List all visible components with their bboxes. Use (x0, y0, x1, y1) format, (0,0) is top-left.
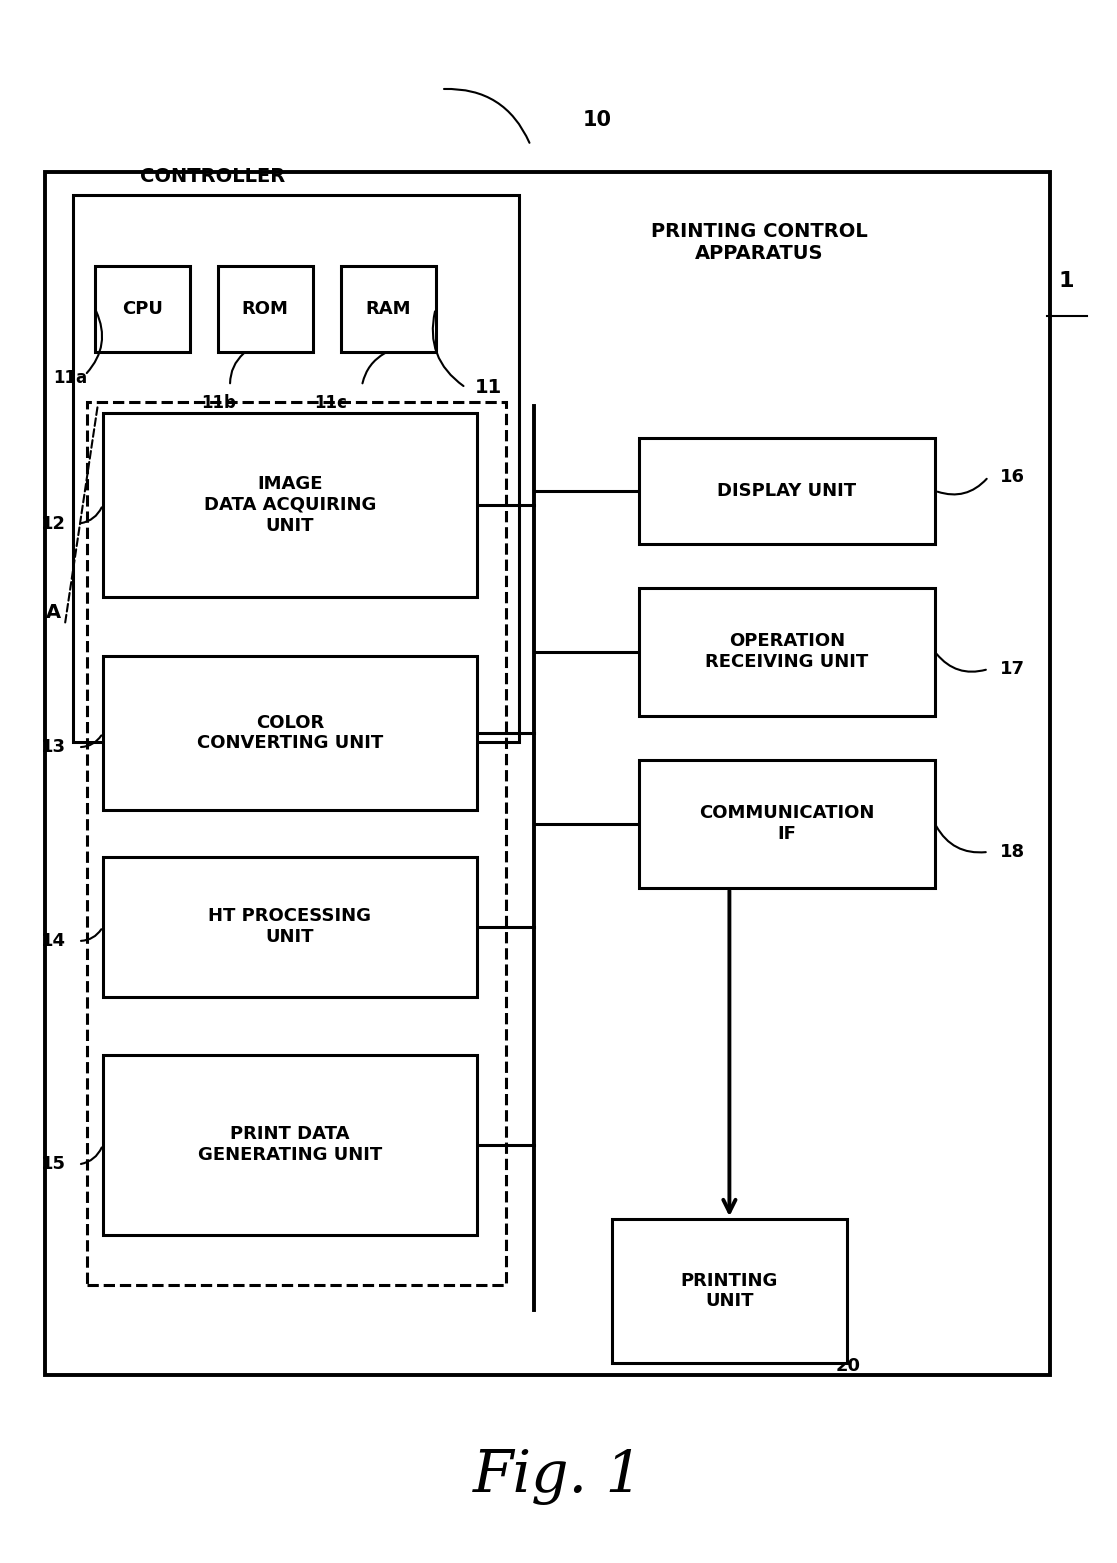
Text: 14: 14 (41, 932, 66, 950)
FancyBboxPatch shape (218, 266, 313, 352)
FancyBboxPatch shape (103, 857, 477, 997)
Text: 11: 11 (475, 378, 502, 397)
Text: 11a: 11a (54, 369, 88, 388)
Text: COMMUNICATION
IF: COMMUNICATION IF (699, 805, 875, 842)
Text: RAM: RAM (365, 300, 411, 317)
Text: 15: 15 (41, 1155, 66, 1174)
FancyBboxPatch shape (103, 413, 477, 597)
Text: 17: 17 (1000, 660, 1024, 678)
FancyBboxPatch shape (639, 438, 935, 544)
FancyBboxPatch shape (45, 172, 1050, 1375)
FancyBboxPatch shape (103, 656, 477, 810)
Text: PRINTING
UNIT: PRINTING UNIT (680, 1272, 779, 1310)
FancyBboxPatch shape (639, 760, 935, 888)
Text: 12: 12 (41, 514, 66, 533)
Text: 10: 10 (583, 109, 612, 130)
FancyBboxPatch shape (103, 1055, 477, 1235)
FancyBboxPatch shape (73, 195, 519, 742)
Text: 20: 20 (836, 1357, 860, 1375)
Text: DISPLAY UNIT: DISPLAY UNIT (717, 481, 857, 500)
Text: CPU: CPU (122, 300, 163, 317)
Text: ROM: ROM (242, 300, 288, 317)
Text: COLOR
CONVERTING UNIT: COLOR CONVERTING UNIT (197, 714, 383, 752)
FancyBboxPatch shape (341, 266, 436, 352)
Text: PRINTING CONTROL
APPARATUS: PRINTING CONTROL APPARATUS (651, 222, 868, 263)
Text: 11c: 11c (314, 394, 347, 413)
Text: IMAGE
DATA ACQUIRING
UNIT: IMAGE DATA ACQUIRING UNIT (203, 475, 376, 535)
Text: 16: 16 (1000, 467, 1024, 486)
Text: 13: 13 (41, 738, 66, 756)
FancyBboxPatch shape (95, 266, 190, 352)
FancyBboxPatch shape (639, 588, 935, 716)
Text: PRINT DATA
GENERATING UNIT: PRINT DATA GENERATING UNIT (198, 1125, 382, 1164)
Text: Fig. 1: Fig. 1 (474, 1449, 643, 1505)
Text: HT PROCESSING
UNIT: HT PROCESSING UNIT (209, 908, 371, 946)
Text: 18: 18 (1000, 842, 1024, 861)
Text: A: A (46, 603, 61, 622)
FancyBboxPatch shape (612, 1219, 847, 1363)
Text: CONTROLLER: CONTROLLER (140, 167, 285, 186)
Text: 11b: 11b (201, 394, 237, 413)
Text: OPERATION
RECEIVING UNIT: OPERATION RECEIVING UNIT (705, 633, 869, 671)
Text: 1: 1 (1059, 272, 1075, 291)
